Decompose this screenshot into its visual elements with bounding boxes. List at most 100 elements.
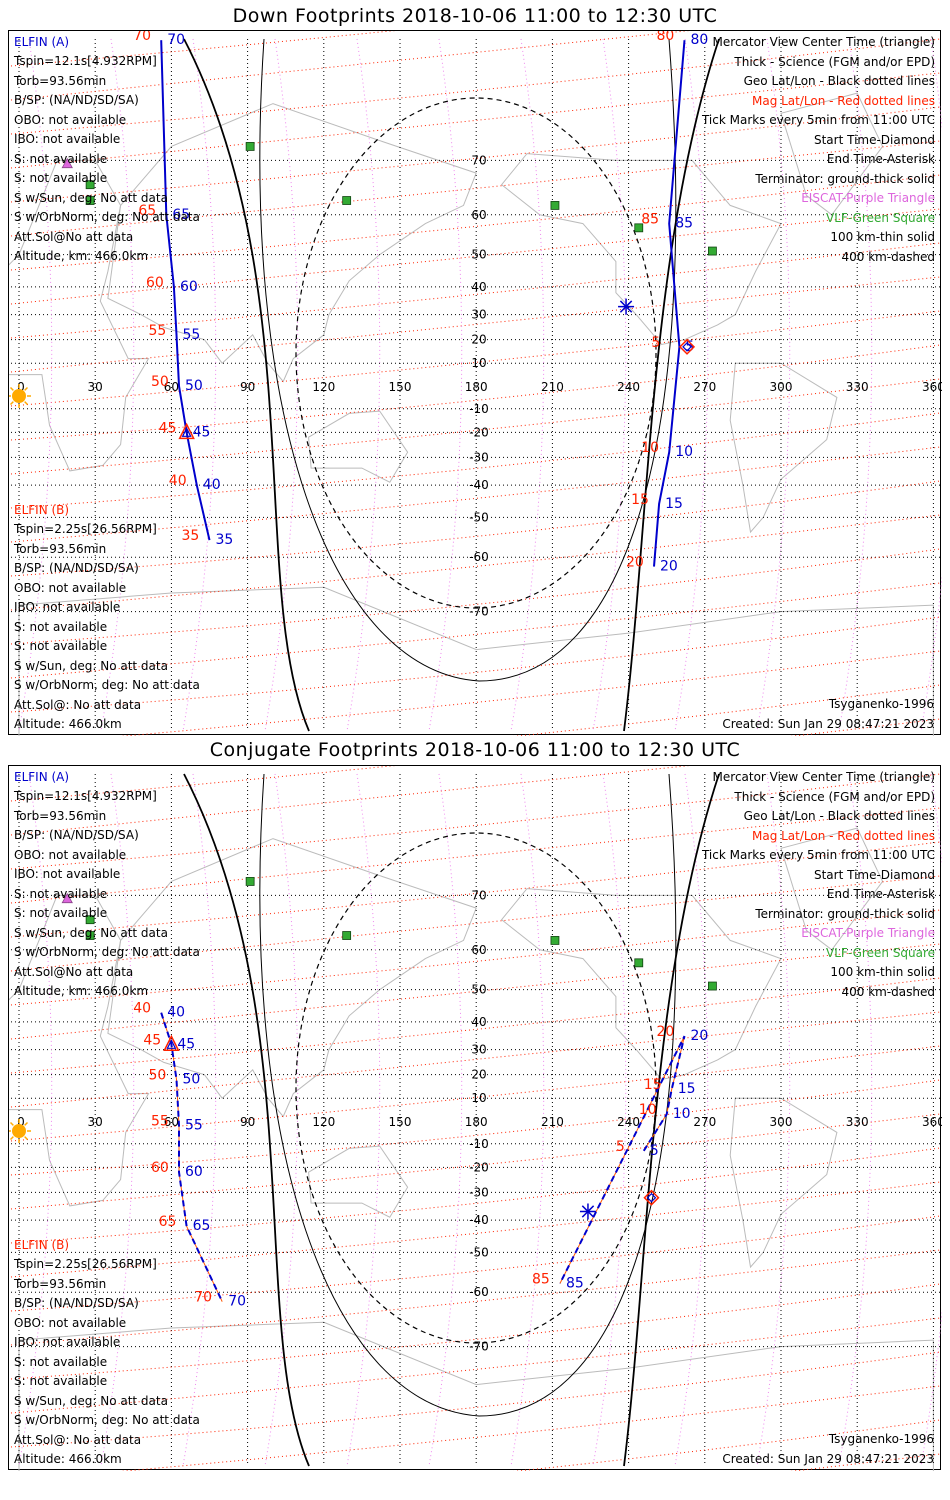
mag-parallel bbox=[10, 1045, 941, 1142]
sun-ray bbox=[24, 1121, 29, 1126]
lon-tick-label: 60 bbox=[164, 1115, 179, 1129]
mag-parallel bbox=[10, 841, 941, 938]
lat-tick-label: -60 bbox=[469, 550, 489, 564]
elfin-a-line: S: not available bbox=[14, 171, 108, 185]
track-b-tick-label: 60 bbox=[146, 275, 164, 291]
legend-item: 400 km-dashed bbox=[841, 984, 935, 999]
center-triangle-marker bbox=[166, 1038, 177, 1049]
legend-item: Mercator View Center Time (triangle) bbox=[712, 770, 935, 784]
mag-parallel bbox=[10, 909, 941, 1006]
elfin-b-line: S w/OrbNorm, deg: No att data bbox=[14, 678, 200, 692]
track-b-tick-label: 55 bbox=[151, 1114, 169, 1130]
mag-parallel bbox=[10, 1079, 941, 1176]
track-b-tick-label: 65 bbox=[138, 203, 156, 219]
map-canvas-down: 0 30 60 90 120 150 180 210 240 270 300 330 360706050… bbox=[9, 31, 942, 736]
terminator-line bbox=[183, 773, 310, 1467]
mag-meridian bbox=[510, 38, 545, 732]
track-a-tick-label: 20 bbox=[660, 559, 678, 575]
mag-parallel bbox=[10, 208, 941, 305]
mag-parallel bbox=[10, 943, 941, 1040]
sun-ray bbox=[9, 386, 14, 391]
end-asterisk-marker bbox=[619, 300, 633, 313]
track-a-tick-label: 85 bbox=[675, 216, 693, 232]
legend-item: 100 km-thin solid bbox=[830, 230, 935, 244]
track-b-tick-label: 40 bbox=[133, 1001, 151, 1017]
mag-parallel bbox=[10, 582, 941, 679]
lon-tick-label: 330 bbox=[846, 1115, 869, 1129]
elfin-b-line: Att.Sol@: No att data bbox=[14, 1432, 142, 1447]
lat-tick-label: -50 bbox=[469, 1245, 489, 1259]
track-a-tick-label: 50 bbox=[182, 1071, 200, 1087]
coastline bbox=[18, 586, 934, 736]
lat-tick-label: 50 bbox=[471, 248, 486, 262]
sun-ray bbox=[9, 401, 14, 406]
legend-item: VLF-Green Square bbox=[826, 210, 935, 225]
vlf-station-marker bbox=[550, 201, 560, 210]
mag-parallel bbox=[10, 378, 941, 475]
legend-item: Mercator View Center Time (triangle) bbox=[712, 35, 935, 49]
elfin-b-header: ELFIN (B) bbox=[14, 503, 70, 517]
track-b-tick-label: 85 bbox=[532, 1271, 550, 1287]
center-triangle-marker bbox=[178, 422, 195, 440]
map-legend: Mercator View Center Time (triangle) Thic… bbox=[702, 33, 935, 267]
mag-parallel bbox=[10, 766, 396, 802]
track-b-tick-label: 45 bbox=[159, 420, 177, 436]
lat-tick-label: -40 bbox=[469, 1213, 489, 1227]
elfin-b-line: Tspin=2.25s[26.56RPM] bbox=[14, 522, 157, 536]
elfin-a-line: IBO: not available bbox=[14, 132, 121, 146]
mag-parallel bbox=[10, 1283, 941, 1380]
track-b-tick-label: 10 bbox=[639, 1102, 657, 1118]
elfin-b-line: Altitude: 466.0km bbox=[14, 1452, 122, 1466]
vlf-station-marker bbox=[245, 877, 255, 886]
coastline bbox=[308, 410, 409, 483]
lon-tick-label: 210 bbox=[541, 380, 564, 394]
mag-parallel bbox=[10, 1249, 941, 1346]
elfin-b-line: S: not available bbox=[14, 1374, 108, 1388]
lat-tick-label: 50 bbox=[471, 983, 486, 997]
elfin-a-header: ELFIN (A) bbox=[14, 35, 70, 49]
track-a-line bbox=[653, 40, 686, 567]
elfin-b-line: OBO: not available bbox=[14, 580, 127, 595]
mag-parallel bbox=[10, 1147, 941, 1244]
lon-tick-label: 90 bbox=[240, 380, 255, 394]
eiscat-marker bbox=[61, 892, 73, 904]
coastline bbox=[9, 159, 150, 472]
track-a-tick-label: 55 bbox=[182, 327, 200, 343]
mag-parallel bbox=[10, 276, 941, 373]
lat-tick-label: -70 bbox=[469, 1340, 489, 1354]
mag-parallel bbox=[10, 1351, 941, 1448]
mag-meridian bbox=[510, 773, 545, 1467]
lon-tick-label: 270 bbox=[693, 380, 716, 394]
lat-tick-label: 70 bbox=[471, 888, 486, 902]
legend-item: Mag Lat/Lon - Red dotted lines bbox=[751, 828, 935, 843]
lat-tick-label: 10 bbox=[471, 1091, 486, 1105]
vlf-station-marker bbox=[342, 196, 352, 205]
coastline bbox=[500, 888, 782, 1081]
track-b-tick-label: 5 bbox=[616, 1139, 625, 1155]
track-b-tick-label: 50 bbox=[148, 1067, 166, 1083]
coastline bbox=[308, 1145, 409, 1218]
start-diamond-marker bbox=[646, 1192, 657, 1203]
track-a-tick-label: 70 bbox=[228, 1294, 246, 1310]
lon-tick-label: 30 bbox=[88, 1115, 103, 1129]
legend-item: Tick Marks every 5min from 11:00 UTC bbox=[701, 848, 935, 862]
visibility-100km bbox=[259, 38, 677, 682]
legend-item: Geo Lat/Lon - Black dotted lines bbox=[743, 74, 935, 88]
elfin-b-line: Altitude: 466.0km bbox=[14, 717, 122, 731]
lon-tick-label: 150 bbox=[389, 380, 412, 394]
lon-tick-label: 90 bbox=[240, 1115, 255, 1129]
lon-tick-label: 240 bbox=[617, 1115, 640, 1129]
start-diamond-marker bbox=[678, 338, 696, 355]
track-b-tick-label: 55 bbox=[148, 323, 166, 339]
lon-tick-label: 30 bbox=[88, 380, 103, 394]
mag-parallel bbox=[10, 977, 941, 1074]
legend-item: EISCAT-Purple Triangle bbox=[801, 191, 935, 205]
lat-tick-label: -30 bbox=[469, 450, 489, 464]
coastline bbox=[107, 838, 477, 1118]
lon-tick-label: 360 bbox=[922, 380, 942, 394]
elfin-a-line: S w/OrbNorm, deg: No att data bbox=[14, 210, 200, 224]
mag-parallel bbox=[10, 412, 941, 509]
elfin-b-info: Tspin=2.25s[26.56RPM] Torb=93.56min B/SP: … bbox=[14, 1255, 200, 1470]
visibility-400km bbox=[295, 97, 657, 609]
vlf-station-marker bbox=[245, 142, 255, 151]
